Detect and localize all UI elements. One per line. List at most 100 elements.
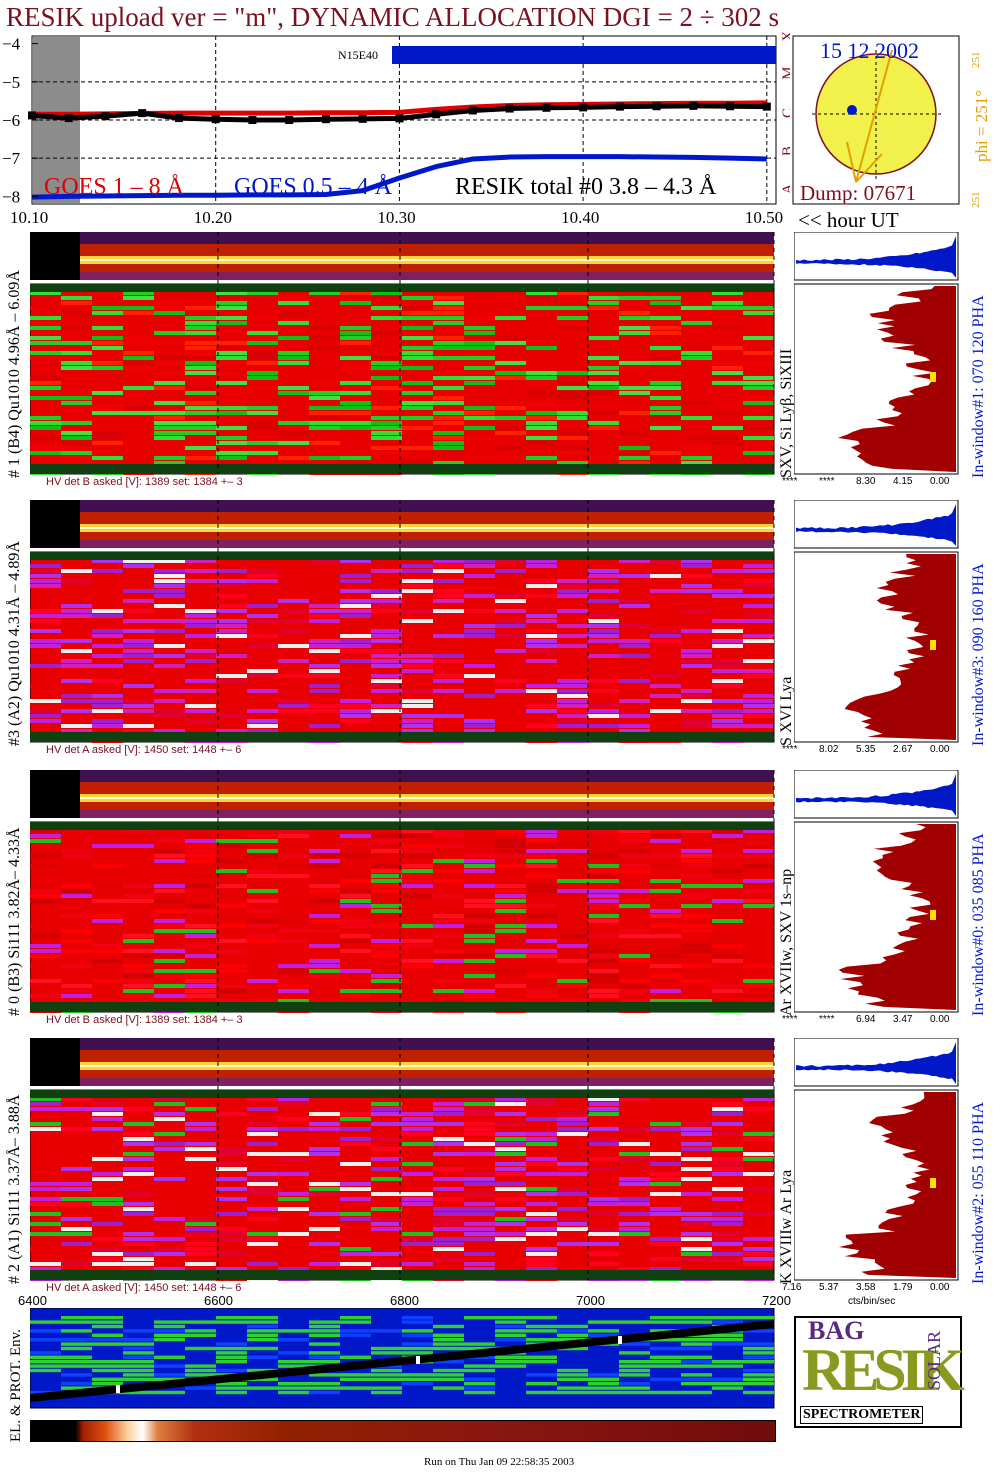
image-cell xyxy=(402,874,433,878)
image-cell xyxy=(433,1182,464,1186)
image-cell xyxy=(278,1267,309,1271)
image-cell xyxy=(681,859,712,863)
image-cell xyxy=(743,376,774,380)
image-cell xyxy=(340,689,371,693)
image-cell xyxy=(92,1117,123,1121)
image-cell xyxy=(61,1202,92,1206)
env-cell xyxy=(526,1355,557,1359)
image-cell xyxy=(92,431,123,435)
image-cell xyxy=(619,829,650,833)
image-cell xyxy=(216,944,247,948)
image-cell xyxy=(650,924,681,928)
image-cell xyxy=(619,679,650,683)
image-cell xyxy=(402,609,433,613)
env-cell xyxy=(309,1324,340,1329)
image-cell xyxy=(185,729,216,733)
image-cell xyxy=(464,1237,495,1241)
image-cell xyxy=(340,1127,371,1131)
image-cell xyxy=(464,864,495,868)
image-cell xyxy=(526,884,557,888)
image-cell xyxy=(526,1217,557,1221)
image-cell xyxy=(495,954,526,958)
image-cell xyxy=(712,644,743,648)
image-cell xyxy=(309,674,340,678)
image-cell xyxy=(588,989,619,993)
image-cell xyxy=(681,944,712,948)
env-cell xyxy=(123,1377,154,1381)
image-cell xyxy=(743,416,774,420)
image-cell xyxy=(464,1227,495,1231)
env-cell xyxy=(123,1368,154,1373)
image-cell xyxy=(309,979,340,983)
env-cell xyxy=(340,1373,371,1377)
image-cell xyxy=(371,879,402,883)
image-cell xyxy=(309,664,340,668)
image-cell xyxy=(433,1247,464,1251)
image-cell xyxy=(92,979,123,983)
env-cell xyxy=(650,1338,681,1342)
env-cell xyxy=(743,1360,774,1364)
image-cell xyxy=(61,884,92,888)
image-cell xyxy=(526,456,557,460)
image-cell xyxy=(123,564,154,568)
env-cell xyxy=(123,1355,154,1359)
image-cell xyxy=(526,564,557,568)
image-cell xyxy=(743,1172,774,1176)
image-cell xyxy=(495,729,526,733)
image-cell xyxy=(30,416,61,420)
image-cell xyxy=(154,919,185,923)
image-cell xyxy=(371,599,402,603)
env-cell xyxy=(340,1355,371,1359)
image-cell xyxy=(278,1232,309,1236)
image-cell xyxy=(526,1142,557,1146)
image-cell xyxy=(216,849,247,853)
phi-angle-label: phi = 251° xyxy=(972,89,991,162)
image-cell xyxy=(681,904,712,908)
image-cell xyxy=(92,654,123,658)
image-cell xyxy=(216,619,247,623)
image-cell xyxy=(30,834,61,838)
env-cell xyxy=(557,1386,588,1390)
image-cell xyxy=(495,854,526,858)
image-cell xyxy=(433,371,464,375)
image-cell xyxy=(185,909,216,913)
image-cell xyxy=(247,579,278,583)
image-cell xyxy=(557,1112,588,1116)
image-cell xyxy=(464,1192,495,1196)
image-cell xyxy=(30,889,61,893)
image-cell xyxy=(309,1242,340,1246)
image-cell xyxy=(247,1127,278,1131)
env-cell xyxy=(123,1338,154,1342)
image-cell xyxy=(61,441,92,445)
resik-total-point xyxy=(285,116,294,124)
image-cell xyxy=(588,714,619,718)
image-cell xyxy=(309,604,340,608)
image-cell xyxy=(371,939,402,943)
env-cell xyxy=(30,1364,61,1368)
image-cell xyxy=(402,974,433,978)
panel-channel-label: #3 (A2) Qu1010 4.31Å – 4.89Å xyxy=(6,541,23,746)
image-cell xyxy=(464,719,495,723)
image-cell xyxy=(681,1192,712,1196)
image-cell xyxy=(588,579,619,583)
image-cell xyxy=(247,669,278,673)
image-cell xyxy=(433,1197,464,1201)
image-cell xyxy=(123,844,154,848)
histogram-axis: **** 8.02 5.35 2.67 0.00 xyxy=(782,744,968,758)
image-cell xyxy=(402,371,433,375)
image-cell xyxy=(278,411,309,415)
histogram-tick-label: 0.00 xyxy=(930,1014,950,1025)
image-cell xyxy=(464,456,495,460)
image-cell xyxy=(650,346,681,350)
image-cell xyxy=(681,854,712,858)
image-cell xyxy=(340,356,371,360)
image-cell xyxy=(154,594,185,598)
image-cell xyxy=(557,999,588,1003)
image-cell xyxy=(526,1267,557,1271)
image-cell xyxy=(216,381,247,385)
env-cell xyxy=(743,1377,774,1381)
image-cell xyxy=(526,904,557,908)
image-cell xyxy=(340,854,371,858)
image-cell xyxy=(464,366,495,370)
image-cell xyxy=(185,456,216,460)
